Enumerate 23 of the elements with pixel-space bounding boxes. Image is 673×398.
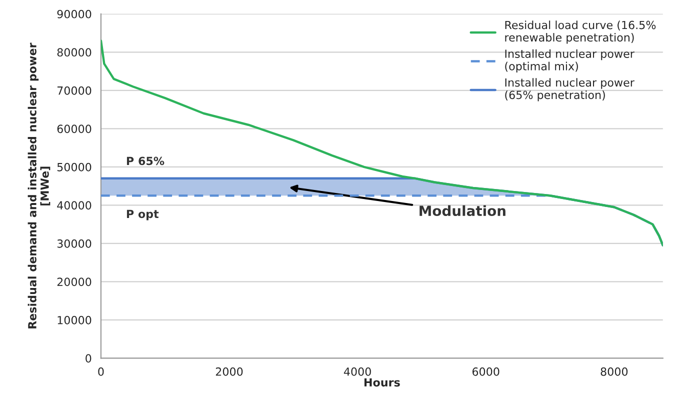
y-tick-label: 50000 [57, 162, 92, 172]
annotation: P opt [126, 210, 159, 220]
legend-label: Installed nuclear power (65% penetration) [505, 78, 634, 102]
y-tick-label: 20000 [57, 278, 92, 286]
y-axis-title: Residual demand and installed nuclear power [MWe] [28, 42, 50, 328]
x-axis-title: Hours [364, 378, 400, 387]
legend-label: Installed nuclear power (optimal mix) [505, 49, 634, 73]
y-tick-label: 40000 [57, 201, 92, 210]
x-tick-label: 4000 [344, 367, 371, 376]
x-tick-label: 0 [98, 367, 104, 376]
x-tick-label: 6000 [472, 367, 500, 376]
annotation: P 65% [126, 156, 164, 166]
y-tick-label: 0 [86, 354, 92, 363]
y-tick-label: 70000 [57, 86, 92, 95]
x-tick-label: 2000 [216, 367, 243, 376]
y-tick-label: 90000 [57, 10, 92, 18]
legend-label: Residual load curve (16.5% renewable penetration) [505, 20, 656, 44]
annotation: Modulation [420, 205, 506, 216]
y-tick-label: 30000 [57, 239, 92, 248]
x-tick-label: 8000 [600, 367, 628, 376]
y-tick-label: 80000 [57, 48, 92, 57]
y-tick-label: 60000 [57, 124, 92, 134]
y-tick-label: 10000 [58, 316, 92, 324]
